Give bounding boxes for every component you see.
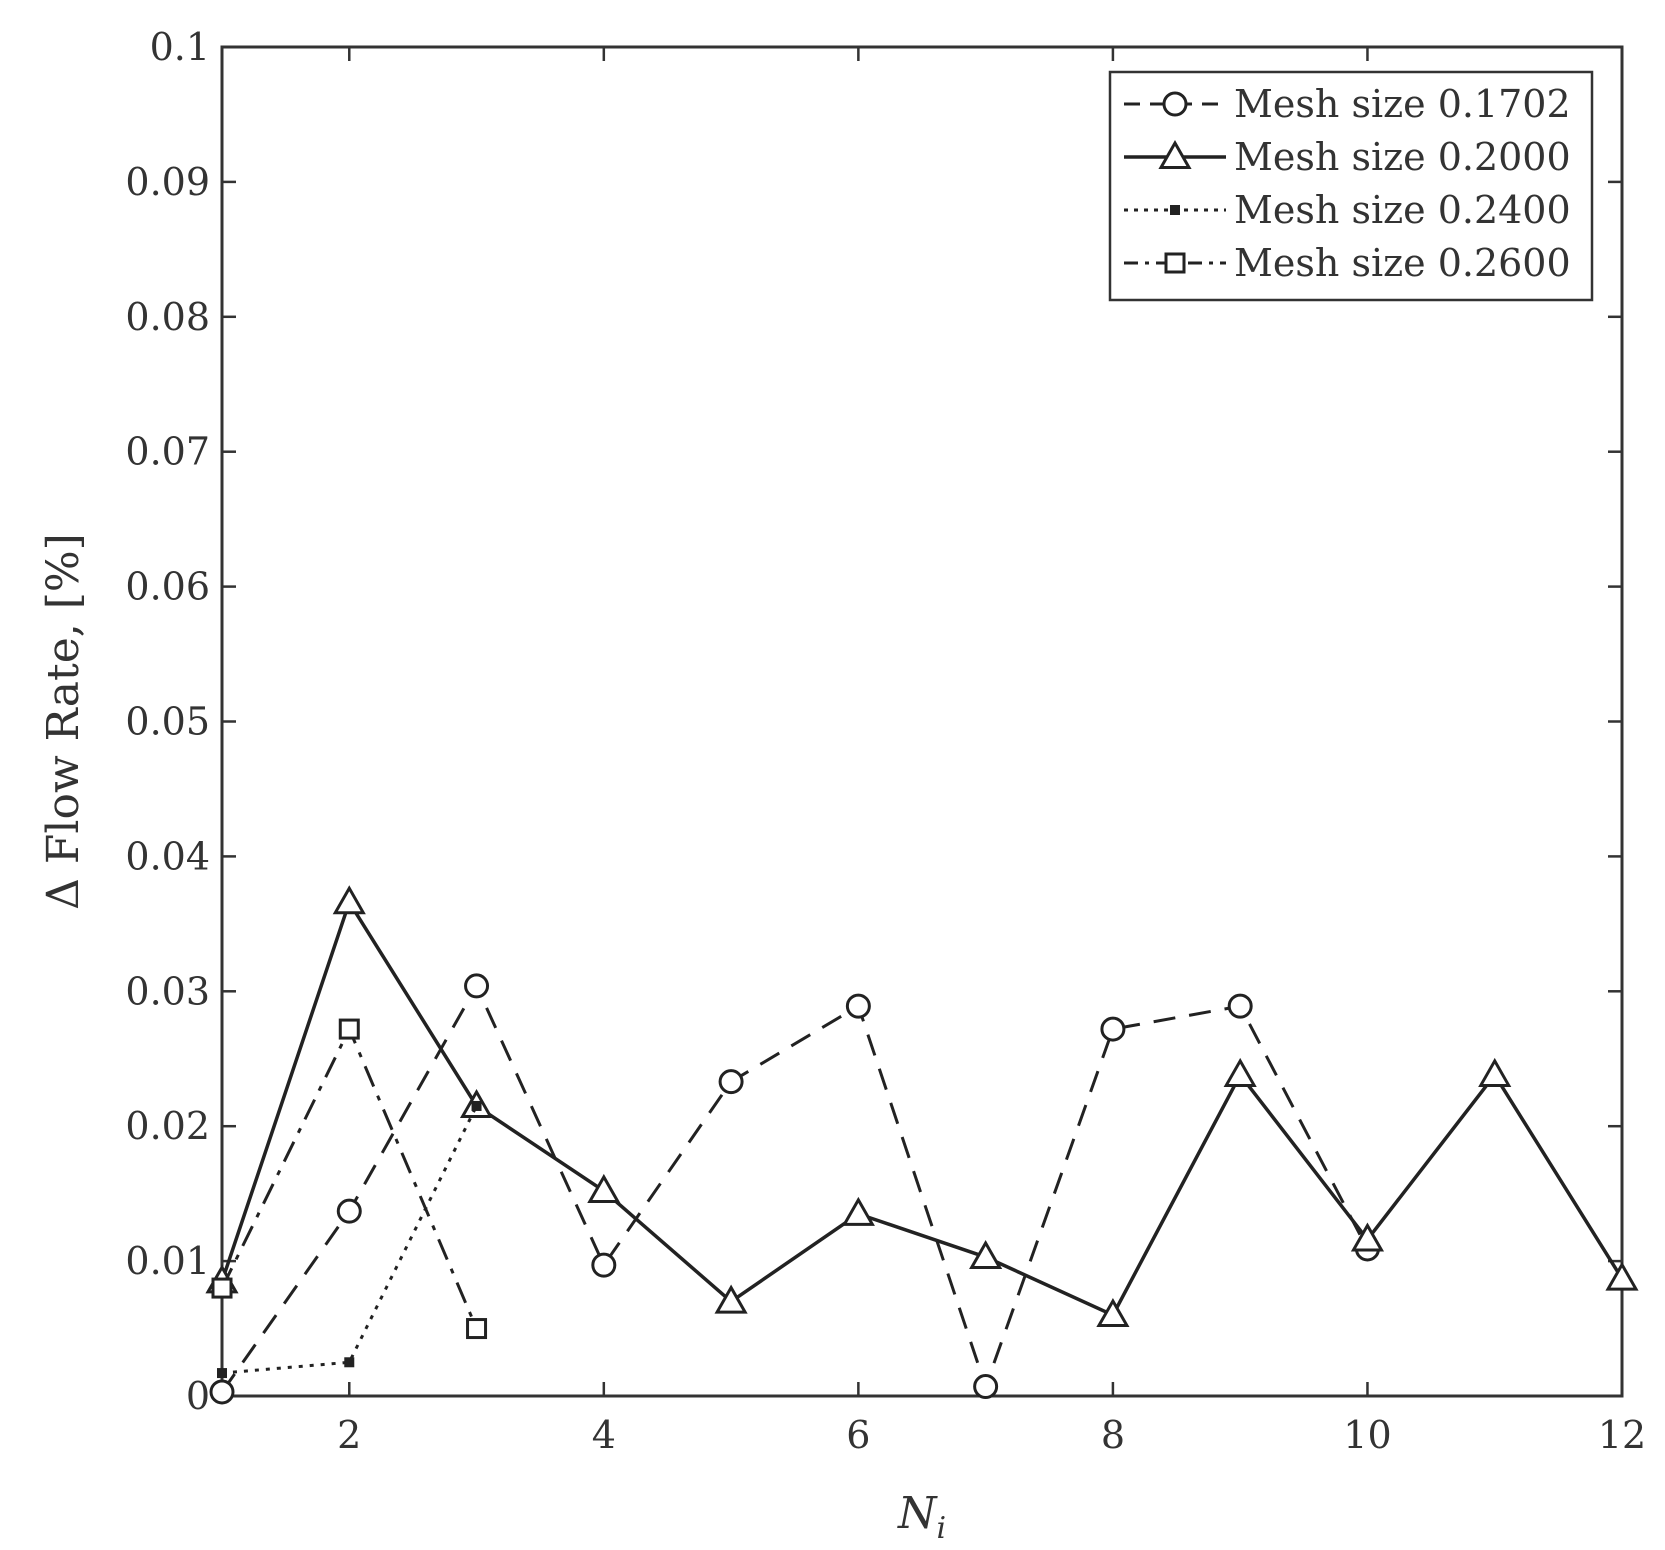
y-tick-label: 0.01 [125, 1239, 210, 1283]
x-axis-title-subscript: i [936, 1511, 946, 1546]
data-point-1 [464, 973, 490, 999]
y-tick-label: 0.03 [125, 969, 210, 1013]
y-axis-title: Δ Flow Rate, [%] [38, 533, 89, 910]
legend-label-4: Mesh size 0.2600 [1234, 241, 1571, 285]
x-tick-label: 12 [1598, 1413, 1646, 1457]
x-tick-label: 8 [1101, 1413, 1125, 1457]
data-point-2 [841, 1196, 875, 1226]
series-line-2 [220, 898, 1624, 1318]
data-point-1 [591, 1252, 617, 1278]
y-tick-label: 0.08 [125, 295, 210, 339]
y-axis-ticks: 0 0.01 0.02 0.03 0.04 0.05 0.06 0.07 0.08 0.09 0.1 [125, 25, 1622, 1418]
legend-label-1: Mesh size 0.1702 [1234, 82, 1571, 126]
y-tick-label: 0 [186, 1374, 210, 1418]
data-point-3 [471, 1100, 482, 1111]
legend-label-3: Mesh size 0.2400 [1234, 188, 1571, 232]
series-4 [211, 1018, 488, 1340]
y-tick-label: 0.04 [125, 834, 210, 878]
x-tick-label: 2 [337, 1413, 361, 1457]
legend-marker-1 [1162, 91, 1188, 117]
data-point-4 [338, 1018, 360, 1040]
data-point-3 [217, 1368, 227, 1379]
x-axis-title-main: N [897, 1488, 938, 1539]
data-point-2 [969, 1240, 1003, 1270]
data-point-2 [1223, 1057, 1257, 1087]
y-tick-label: 0.06 [125, 565, 210, 609]
x-axis-ticks: 2 4 6 8 10 12 [337, 47, 1646, 1457]
legend-marker-4 [1164, 252, 1186, 274]
y-tick-label: 0.02 [125, 1104, 210, 1148]
data-point-2 [332, 885, 366, 915]
y-tick-label: 0.09 [125, 160, 210, 204]
data-point-3 [344, 1357, 355, 1368]
legend-marker-2 [1158, 139, 1192, 169]
legend-marker-3 [1170, 205, 1180, 215]
data-point-2 [714, 1284, 748, 1314]
data-point-2 [587, 1173, 621, 1203]
data-point-1 [1227, 993, 1253, 1019]
y-tick-label: 0.07 [125, 430, 210, 474]
data-point-1 [718, 1069, 744, 1095]
data-point-1 [336, 1198, 362, 1224]
series-layer [205, 885, 1639, 1405]
x-axis-title: Ni [897, 1488, 946, 1546]
legend-label-2: Mesh size 0.2000 [1234, 135, 1571, 179]
data-point-1 [209, 1379, 235, 1405]
data-point-1 [845, 993, 871, 1019]
data-point-1 [973, 1374, 999, 1400]
legend: Mesh size 0.1702 Mesh size 0.2000 Mesh siz… [1108, 70, 1594, 302]
data-point-2 [1478, 1057, 1512, 1087]
data-point-2 [1096, 1298, 1130, 1328]
data-point-2 [1350, 1222, 1385, 1252]
series-line-1 [220, 982, 1369, 1393]
x-tick-label: 4 [592, 1413, 616, 1457]
y-tick-label: 0.05 [125, 700, 210, 744]
data-point-1 [1100, 1016, 1126, 1042]
x-tick-label: 6 [846, 1413, 870, 1457]
data-point-2 [1605, 1261, 1639, 1291]
series-2 [205, 885, 1639, 1328]
data-point-4 [211, 1277, 233, 1299]
data-point-4 [466, 1318, 488, 1340]
x-tick-label: 10 [1343, 1413, 1391, 1457]
series-3 [217, 1100, 482, 1379]
y-tick-label: 0.1 [150, 25, 210, 69]
